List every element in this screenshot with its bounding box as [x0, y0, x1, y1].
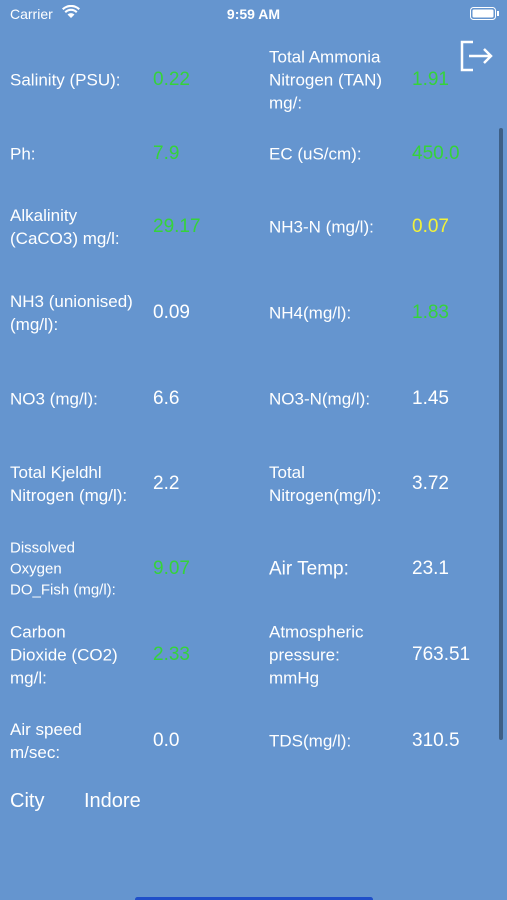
battery-icon: [470, 7, 499, 20]
label-line: Oxygen: [10, 560, 62, 578]
param-label: NO3 (mg/l):: [10, 388, 98, 411]
param-value: 1.91: [412, 69, 449, 90]
wifi-icon: [62, 5, 80, 18]
label-line: Alkalinity: [10, 206, 78, 225]
city-value: Indore: [84, 790, 141, 812]
param-label: TDS(mg/l):: [269, 730, 351, 753]
label-line: Air Temp:: [269, 558, 349, 580]
label-line: NO3 (mg/l):: [10, 389, 98, 409]
logout-button[interactable]: [459, 40, 495, 72]
label-line: Dioxide (CO2): [10, 645, 118, 665]
param-value: 23.1: [412, 558, 449, 579]
param-value: 1.83: [412, 302, 449, 323]
param-value: 2.33: [153, 644, 190, 665]
param-label: Salinity (PSU):: [10, 69, 121, 92]
param-value: 0.0: [153, 730, 180, 751]
label-line: EC (uS/cm):: [269, 144, 362, 164]
label-line: Salinity (PSU):: [10, 70, 121, 90]
label-line: mg/l:: [10, 668, 47, 688]
label-line: Carbon: [10, 622, 66, 642]
param-value: 6.6: [153, 388, 180, 409]
label-line: DO_Fish (mg/l):: [10, 581, 116, 599]
param-value: 0.22: [153, 69, 190, 90]
param-label: Alkalinity (CaCO3) mg/l:: [10, 204, 120, 250]
param-value: 29.17: [153, 216, 201, 237]
label-line: NH4(mg/l):: [269, 303, 352, 323]
param-label: Atmospheric pressure: mmHg: [269, 621, 363, 690]
label-line: NH3-N (mg/l):: [269, 217, 374, 237]
clock: 9:59 AM: [226, 6, 281, 22]
param-value: 1.45: [412, 388, 449, 409]
param-value: 763.51: [412, 644, 471, 665]
param-label: Carbon Dioxide (CO2) mg/l:: [10, 621, 118, 690]
label-line: Air speed: [10, 720, 82, 739]
param-value: 0.07: [412, 216, 449, 237]
label-line: NO3-N(mg/l):: [269, 389, 371, 409]
param-value: 2.2: [153, 473, 180, 494]
param-label: Dissolved Oxygen DO_Fish (mg/l):: [10, 538, 116, 601]
param-label: NH4(mg/l):: [269, 302, 351, 325]
param-label: NO3-N(mg/l):: [269, 388, 370, 411]
label-line: pressure:: [269, 645, 340, 665]
label-line: Nitrogen(mg/l):: [269, 486, 382, 505]
param-value: 0.09: [153, 302, 190, 323]
param-label: Total Nitrogen(mg/l):: [269, 461, 381, 507]
param-label: Ph:: [10, 143, 36, 166]
label-line: mmHg: [269, 668, 320, 688]
param-value: 3.72: [412, 473, 449, 494]
label-line: Total Kjeldhl: [10, 463, 102, 482]
label-line: Ph:: [10, 144, 36, 164]
label-line: Nitrogen (TAN): [269, 70, 383, 90]
label-line: m/sec:: [10, 743, 61, 762]
label-line: (mg/l):: [10, 315, 59, 334]
label-line: TDS(mg/l):: [269, 731, 352, 751]
label-line: NH3 (unionised): [10, 292, 133, 311]
param-value: 7.9: [153, 143, 180, 164]
param-value: 310.5: [412, 730, 460, 751]
param-label: NH3 (unionised) (mg/l):: [10, 290, 133, 336]
param-label: Total Ammonia Nitrogen (TAN) mg/:: [269, 46, 382, 115]
label-line: (CaCO3) mg/l:: [10, 229, 120, 248]
carrier: Carrier: [10, 6, 53, 22]
label-line: Nitrogen (mg/l):: [10, 486, 128, 505]
label-line: mg/:: [269, 93, 303, 113]
home-indicator: [135, 897, 373, 900]
param-value: 9.07: [153, 558, 190, 579]
param-label: Total Kjeldhl Nitrogen (mg/l):: [10, 461, 127, 507]
label-line: Total: [269, 463, 305, 482]
param-label: NH3-N (mg/l):: [269, 216, 374, 239]
label-line: Dissolved: [10, 539, 76, 557]
param-value: 450.0: [412, 143, 460, 164]
city-label: City: [10, 790, 45, 812]
param-label: EC (uS/cm):: [269, 143, 362, 166]
label-line: Total Ammonia: [269, 47, 381, 67]
label-line: Atmospheric: [269, 622, 364, 642]
param-label: Air speed m/sec:: [10, 718, 82, 764]
param-label: Air Temp:: [269, 558, 349, 581]
scrollbar: [499, 128, 503, 740]
